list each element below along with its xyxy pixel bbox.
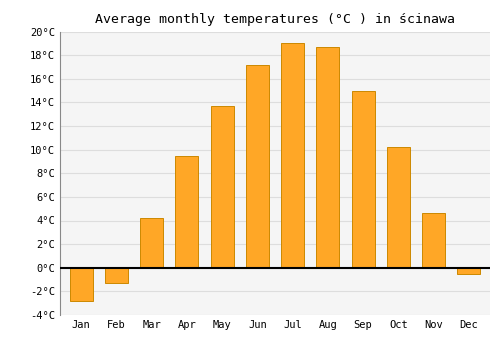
Bar xyxy=(140,218,163,268)
Bar xyxy=(422,214,445,268)
Bar xyxy=(387,147,410,268)
Bar xyxy=(246,65,269,268)
Bar xyxy=(105,268,128,283)
Title: Average monthly temperatures (°C ) in ścinawa: Average monthly temperatures (°C ) in śc… xyxy=(95,13,455,26)
Bar xyxy=(352,91,374,268)
Bar xyxy=(316,47,340,268)
Bar xyxy=(176,155,199,268)
Bar xyxy=(210,106,234,268)
Bar xyxy=(281,43,304,268)
Bar xyxy=(70,268,92,301)
Bar xyxy=(458,268,480,274)
